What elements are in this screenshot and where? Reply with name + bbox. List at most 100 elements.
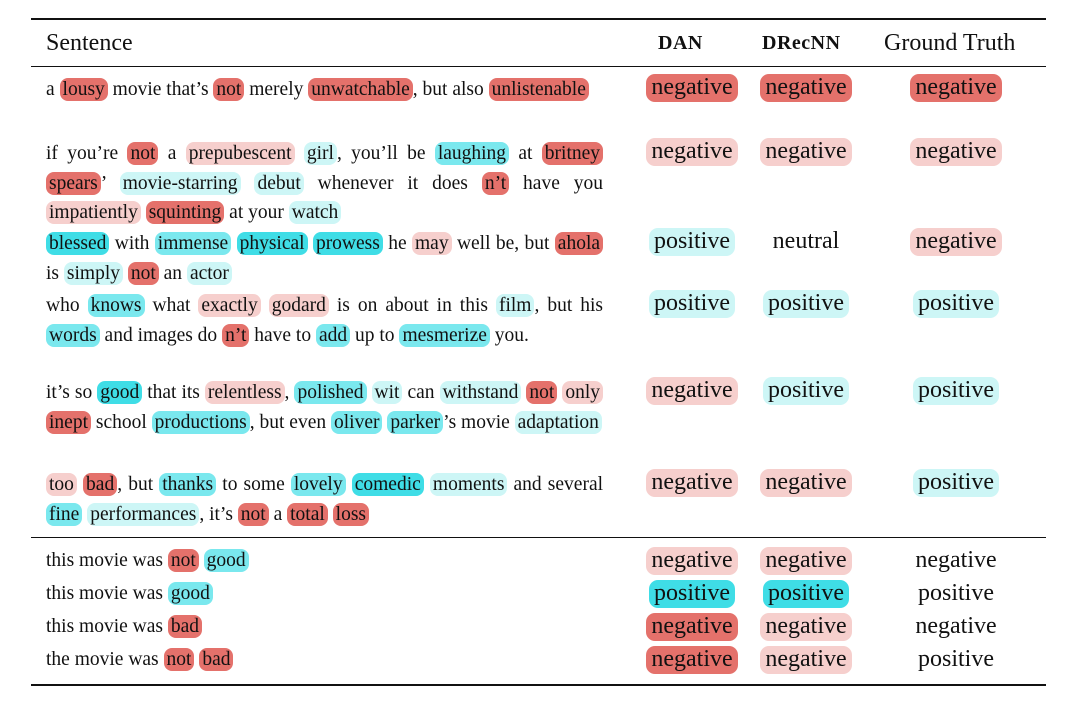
highlighted-word: not	[167, 549, 199, 572]
sentence-cell: this movie was bad	[46, 612, 603, 642]
sentiment-label: negative	[646, 547, 738, 575]
header-ground-truth: Ground Truth	[884, 30, 1016, 56]
dan-label-cell: negative	[627, 611, 757, 641]
sentence-text: ,	[284, 382, 295, 403]
highlighted-word: not	[127, 261, 159, 285]
sentence-cell: if you’re not a prepubescent girl, you’l…	[46, 139, 603, 228]
highlighted-word: britney	[541, 142, 604, 165]
drecnn-label-cell: negative	[741, 545, 871, 575]
sentiment-label: positive	[913, 377, 999, 405]
results-table: Sentence DAN DRecNN Ground Truth a lousy…	[31, 18, 1046, 686]
sentence-text: can	[402, 382, 440, 403]
highlighted-word: not	[526, 381, 558, 404]
highlighted-word: squinting	[145, 201, 225, 224]
sentence-text	[231, 233, 236, 254]
sentence-text	[346, 474, 352, 495]
sentence-text: what	[144, 295, 199, 316]
sentence-cell: a lousy movie that’s not merely unwatcha…	[46, 75, 603, 105]
sentence-text: with	[109, 233, 155, 254]
sentiment-label: positive	[763, 580, 849, 608]
highlighted-word: n’t	[222, 323, 250, 347]
sentence-cell: this movie was not good	[46, 546, 603, 576]
highlighted-word: moments	[429, 473, 508, 496]
sentiment-label: positive	[918, 646, 994, 672]
sentence-cell: blessed with immense physical prowess he…	[46, 229, 604, 288]
sentiment-label: negative	[915, 613, 997, 639]
header-drecnn: DRecNN	[762, 32, 841, 54]
highlighted-word: n’t	[481, 171, 510, 195]
highlighted-word: words	[46, 323, 100, 347]
dan-label-cell: negative	[627, 467, 757, 497]
highlighted-word: performances	[87, 502, 200, 526]
sentence-text	[241, 173, 255, 194]
drecnn-label-cell: negative	[741, 72, 871, 102]
dan-label-cell: negative	[627, 72, 757, 102]
highlighted-word: adaptation	[514, 410, 602, 434]
highlighted-word: withstand	[439, 381, 522, 404]
sentence-text: and several	[507, 474, 604, 495]
sentiment-label: negative	[910, 74, 1002, 102]
highlighted-word: unwatchable	[308, 78, 413, 101]
highlighted-word: spears	[46, 171, 101, 195]
highlighted-word: actor	[186, 261, 232, 285]
truth-label-cell: negative	[891, 72, 1021, 102]
sentiment-label: negative	[910, 138, 1002, 166]
dan-label-cell: negative	[627, 545, 757, 575]
highlighted-word: wit	[371, 381, 403, 404]
header-dan: DAN	[658, 32, 703, 54]
sentiment-label: positive	[763, 377, 849, 405]
highlighted-word: knows	[87, 294, 145, 317]
sentence-text: merely	[244, 79, 309, 100]
sentiment-label: negative	[760, 547, 852, 575]
sentence-text: school	[91, 411, 152, 433]
sentiment-label: negative	[646, 469, 738, 497]
sentiment-label: negative	[760, 646, 852, 674]
highlighted-word: good	[203, 549, 249, 572]
sentence-text: movie that’s	[107, 79, 214, 100]
truth-label-cell: negative	[891, 545, 1021, 575]
truth-label-cell: positive	[891, 375, 1021, 405]
sentence-text: is on about in this	[328, 295, 496, 316]
sentence-text: the movie was	[46, 649, 164, 670]
section-rule	[31, 537, 1046, 538]
drecnn-label-cell: negative	[741, 644, 871, 674]
sentence-text: and images do	[99, 324, 223, 346]
sentence-text: , you’ll be	[336, 143, 435, 164]
highlighted-word: mesmerize	[399, 323, 490, 347]
top-rule	[31, 18, 1046, 20]
sentiment-label: negative	[760, 138, 852, 166]
sentence-text: he	[382, 233, 412, 254]
sentiment-label: negative	[915, 547, 997, 573]
sentence-text: , but	[117, 474, 160, 495]
highlighted-word: exactly	[198, 294, 261, 317]
sentiment-label: positive	[913, 290, 999, 318]
truth-label-cell: positive	[891, 467, 1021, 497]
truth-label-cell: positive	[891, 578, 1021, 608]
dan-label-cell: positive	[627, 578, 757, 608]
highlighted-word: ahola	[554, 232, 604, 255]
sentiment-label: positive	[649, 580, 735, 608]
sentence-text	[424, 474, 430, 495]
highlighted-word: good	[97, 381, 143, 404]
highlighted-word: total	[287, 502, 328, 526]
highlighted-word: good	[167, 582, 213, 605]
highlighted-word: lousy	[59, 78, 108, 101]
sentiment-label: positive	[918, 580, 994, 606]
highlighted-word: productions	[151, 410, 250, 434]
sentence-text: who	[46, 295, 88, 316]
header-rule	[31, 66, 1046, 67]
highlighted-word: oliver	[330, 410, 383, 434]
dan-label-cell: positive	[627, 288, 757, 318]
sentence-text	[199, 550, 204, 571]
highlighted-word: not	[127, 142, 159, 165]
dan-label-cell: negative	[627, 644, 757, 674]
highlighted-word: impatiently	[46, 201, 141, 224]
highlighted-word: only	[562, 381, 604, 404]
sentence-text	[141, 202, 146, 223]
highlighted-word: not	[163, 648, 195, 671]
sentiment-label: negative	[760, 613, 852, 641]
highlighted-word: bad	[83, 473, 118, 496]
highlighted-word: fine	[46, 502, 83, 526]
highlighted-word: polished	[294, 381, 367, 404]
highlighted-word: comedic	[351, 473, 424, 496]
